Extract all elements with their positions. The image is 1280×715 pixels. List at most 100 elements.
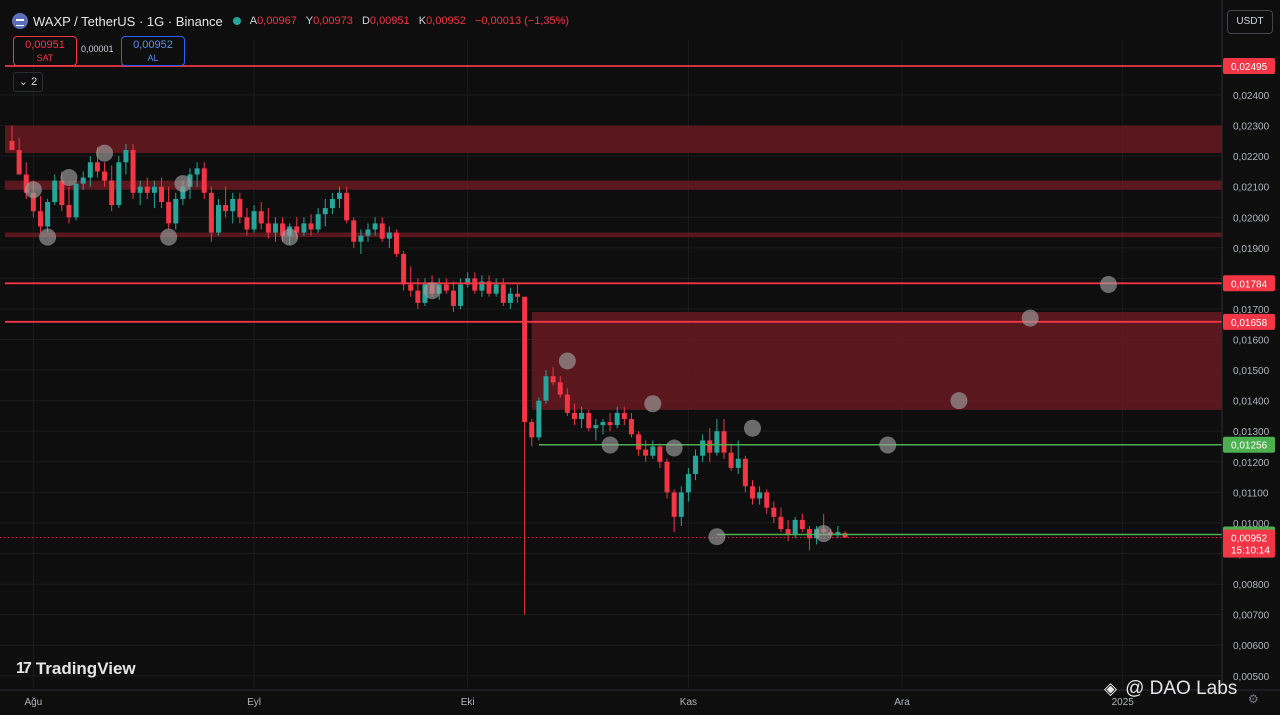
y-tick-label: 0,01300 — [1233, 427, 1270, 438]
resistance-zone — [5, 180, 1222, 190]
pivot-marker — [1021, 309, 1039, 327]
candle-body — [614, 412, 620, 426]
candle-body — [600, 422, 606, 426]
candle-body — [693, 455, 699, 475]
candle-body — [472, 278, 478, 291]
candle-body — [792, 519, 798, 536]
candle-body — [201, 168, 207, 193]
currency-select[interactable]: USDT — [1227, 10, 1273, 34]
x-tick-label: Ara — [894, 697, 910, 708]
countdown-label: 15:10:14 — [1231, 546, 1270, 557]
candle-body — [714, 431, 720, 453]
symbol-title[interactable]: WAXP / TetherUS · 1G · Binance — [33, 13, 223, 29]
candle-body — [37, 211, 43, 227]
candle-body — [315, 214, 321, 230]
candle-body — [579, 412, 585, 420]
candle-body — [109, 180, 115, 206]
candle-body — [806, 529, 812, 539]
candle-body — [785, 529, 791, 536]
pivot-marker — [743, 419, 761, 437]
candle-body — [415, 290, 421, 303]
candle-body — [401, 253, 407, 285]
sell-button[interactable]: 0,00951 SAT — [13, 36, 77, 66]
resistance-zone — [531, 312, 1222, 410]
candle-body — [379, 223, 385, 239]
pivot-marker — [558, 352, 576, 370]
y-tick-label: 0,01400 — [1233, 397, 1270, 408]
candle-body — [73, 183, 79, 218]
candle-body — [280, 223, 286, 236]
candle-body — [272, 223, 278, 233]
candle-body — [643, 449, 649, 456]
candle-body — [16, 150, 22, 175]
candle-body — [571, 412, 577, 420]
candle-body — [586, 412, 592, 429]
tradingview-logo[interactable]: 17 TradingView — [16, 659, 136, 678]
pivot-marker — [879, 436, 897, 454]
settings-gear-icon[interactable]: ⚙ — [1248, 692, 1259, 706]
candle-body — [700, 440, 706, 456]
y-tick-label: 0,00500 — [1233, 672, 1270, 683]
x-tick-label: Ağu — [24, 697, 42, 708]
candle-body — [23, 174, 29, 193]
resistance-zone — [5, 125, 1222, 154]
candle-body — [215, 205, 221, 233]
waxp-logo-icon — [12, 13, 28, 29]
candle-body — [742, 458, 748, 487]
level-price-tag — [1223, 57, 1275, 74]
candle-body — [144, 186, 150, 193]
candle-body — [835, 532, 841, 536]
candle-body — [443, 284, 449, 291]
candle-body — [636, 434, 642, 450]
spread-value: 0,00001 — [81, 44, 114, 54]
y-tick-label: 0,00600 — [1233, 641, 1270, 652]
candle-body — [294, 226, 300, 233]
current-price-label: 0,00952 — [1231, 534, 1268, 545]
candle-body — [102, 171, 108, 181]
level-price-tag — [1223, 313, 1275, 330]
y-tick-label: 0,00700 — [1233, 611, 1270, 622]
x-tick-label: Eyl — [247, 697, 261, 708]
candle-body — [116, 162, 122, 206]
candle-body — [529, 422, 535, 438]
candle-body — [543, 376, 549, 401]
candle-body — [194, 168, 200, 175]
candle-body — [764, 492, 770, 508]
x-tick-label: 2025 — [1112, 697, 1135, 708]
current-price-tag — [1223, 529, 1275, 558]
candle-body — [45, 202, 51, 227]
y-tick-label: 0,01000 — [1233, 519, 1270, 530]
candle-body — [237, 198, 243, 218]
pivot-marker — [601, 436, 619, 454]
pivot-marker — [174, 175, 192, 193]
candle-body — [393, 232, 399, 254]
candle-body — [351, 220, 357, 242]
candle-body — [137, 186, 143, 193]
level-price-label: 0,01658 — [1231, 318, 1268, 329]
candle-body — [308, 223, 314, 230]
pivot-marker — [39, 228, 57, 246]
buy-button[interactable]: 0,00952 AL — [121, 36, 185, 66]
candle-body — [130, 150, 136, 193]
candle-body — [166, 202, 172, 224]
candle-body — [52, 180, 58, 202]
candle-body — [479, 281, 485, 291]
candle-body — [564, 394, 570, 413]
candle-body — [507, 293, 513, 303]
y-tick-label: 0,00800 — [1233, 580, 1270, 591]
candle-body — [671, 492, 677, 517]
candle-body — [607, 422, 613, 426]
pivot-marker — [950, 392, 968, 410]
candle-body — [465, 278, 471, 285]
candle-body — [678, 492, 684, 517]
candle-body — [493, 284, 499, 294]
x-tick-label: Kas — [680, 697, 697, 708]
price-change: −0,00013 (−1,35%) — [474, 15, 570, 27]
indicators-toggle[interactable]: ⌄ 2 — [13, 72, 43, 92]
candle-body — [721, 431, 727, 453]
pivot-marker — [644, 395, 662, 413]
candle-body — [258, 211, 264, 224]
candle-body — [59, 180, 65, 206]
candle-body — [337, 192, 343, 199]
